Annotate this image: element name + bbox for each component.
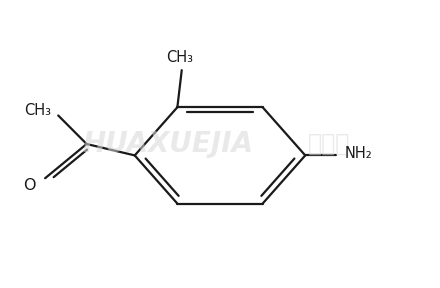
Text: HUAXUEJIA: HUAXUEJIA [82, 130, 253, 158]
Text: NH₂: NH₂ [345, 147, 373, 162]
Text: CH₃: CH₃ [24, 103, 51, 118]
Text: O: O [24, 178, 36, 193]
Text: CH₃: CH₃ [166, 50, 193, 65]
Text: 化学加: 化学加 [308, 132, 351, 156]
